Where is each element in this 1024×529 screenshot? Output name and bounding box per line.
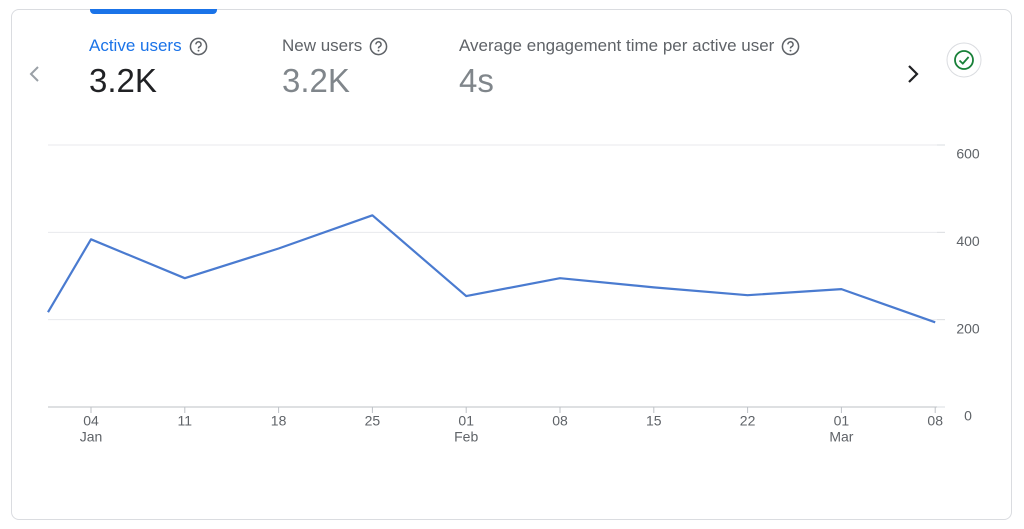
x-tick-label: 18 [271, 413, 287, 429]
status-icon[interactable] [946, 42, 982, 78]
y-tick-label: 400 [956, 233, 980, 249]
metric-tab[interactable]: Active users 3.2K [89, 36, 208, 100]
help-icon[interactable] [369, 37, 388, 56]
metric-label: Average engagement time per active user [459, 36, 775, 55]
metric-label: New users [282, 36, 363, 55]
help-icon[interactable] [781, 37, 800, 56]
metric-label: Active users [89, 36, 182, 55]
metric-tab[interactable]: Average engagement time per active user … [459, 36, 800, 100]
x-tick-label: 22 [740, 413, 756, 429]
x-tick-label: 08 [552, 413, 568, 429]
x-month-label: Mar [829, 429, 853, 445]
x-tick-label: 25 [365, 413, 381, 429]
y-tick-label: 0 [964, 408, 972, 424]
x-tick-label: 04 [83, 413, 99, 429]
x-tick-label: 15 [646, 413, 662, 429]
metric-tab[interactable]: New users 3.2K [282, 36, 388, 100]
x-tick-label: 11 [178, 413, 193, 429]
x-tick-label: 08 [927, 413, 943, 429]
x-month-label: Jan [80, 429, 103, 445]
tab-indicator [90, 9, 217, 14]
y-tick-label: 600 [956, 146, 980, 162]
metric-value: 3.2K [282, 62, 350, 99]
x-tick-label: 01 [834, 413, 850, 429]
x-month-label: Feb [454, 429, 478, 445]
y-tick-label: 200 [956, 320, 980, 336]
prev-button[interactable] [29, 66, 39, 82]
metric-value: 3.2K [89, 62, 157, 99]
series-line [47, 214, 936, 324]
next-button[interactable] [908, 65, 919, 83]
card [11, 9, 1012, 520]
metric-value: 4s [459, 62, 494, 99]
x-tick-label: 01 [458, 413, 474, 429]
help-icon[interactable] [189, 37, 208, 56]
